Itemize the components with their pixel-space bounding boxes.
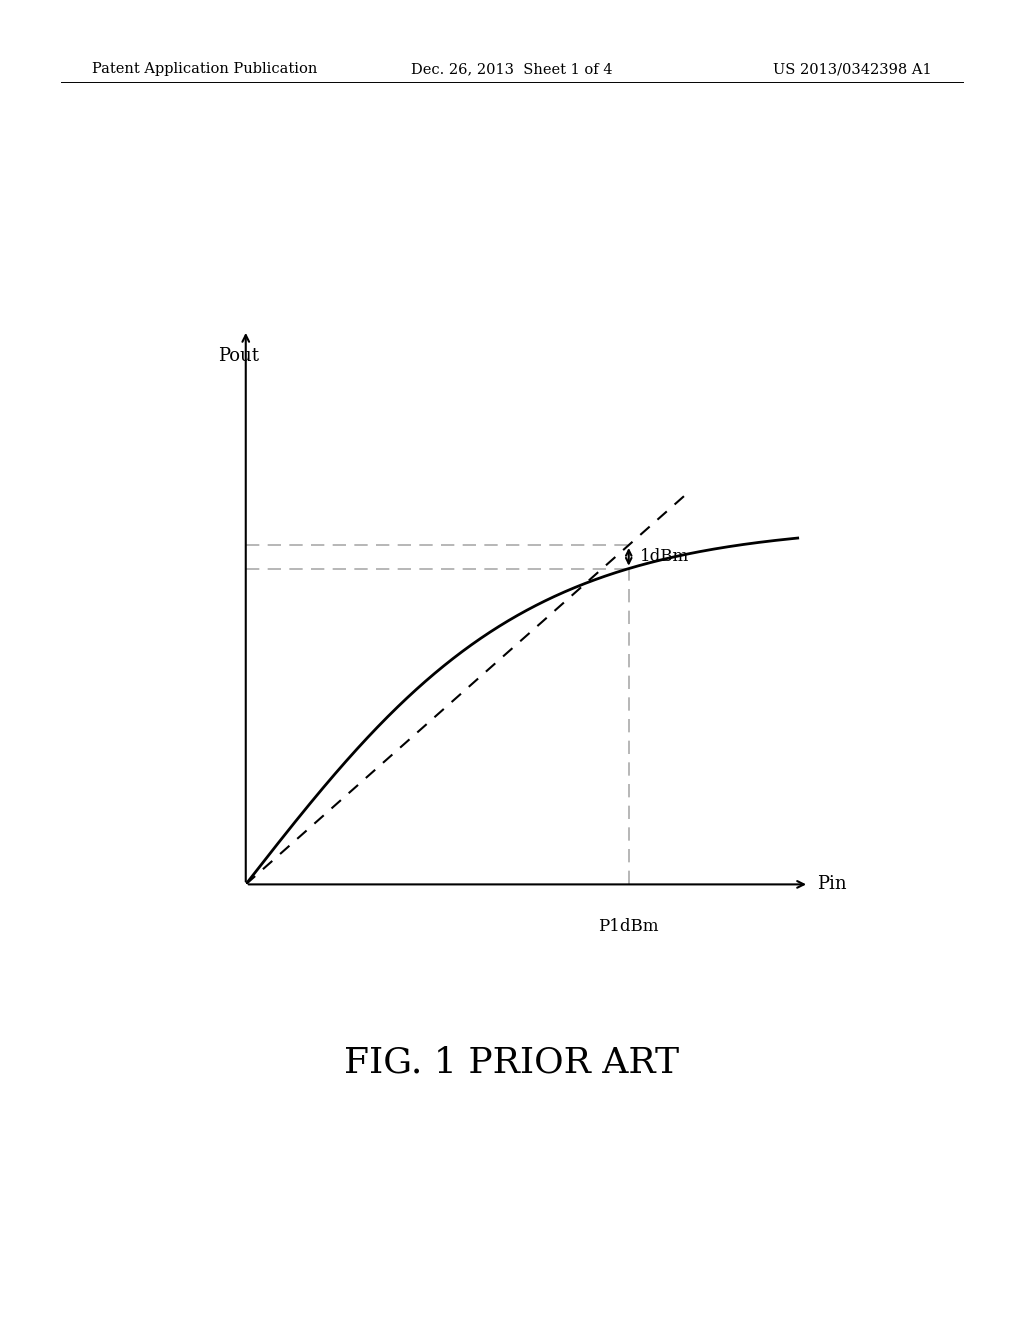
Text: P1dBm: P1dBm [598,917,659,935]
Text: Pin: Pin [817,875,847,894]
Text: Pout: Pout [217,347,259,364]
Text: 1dBm: 1dBm [640,548,689,565]
Text: Dec. 26, 2013  Sheet 1 of 4: Dec. 26, 2013 Sheet 1 of 4 [412,62,612,77]
Text: US 2013/0342398 A1: US 2013/0342398 A1 [773,62,932,77]
Text: FIG. 1 PRIOR ART: FIG. 1 PRIOR ART [344,1045,680,1080]
Text: Patent Application Publication: Patent Application Publication [92,62,317,77]
